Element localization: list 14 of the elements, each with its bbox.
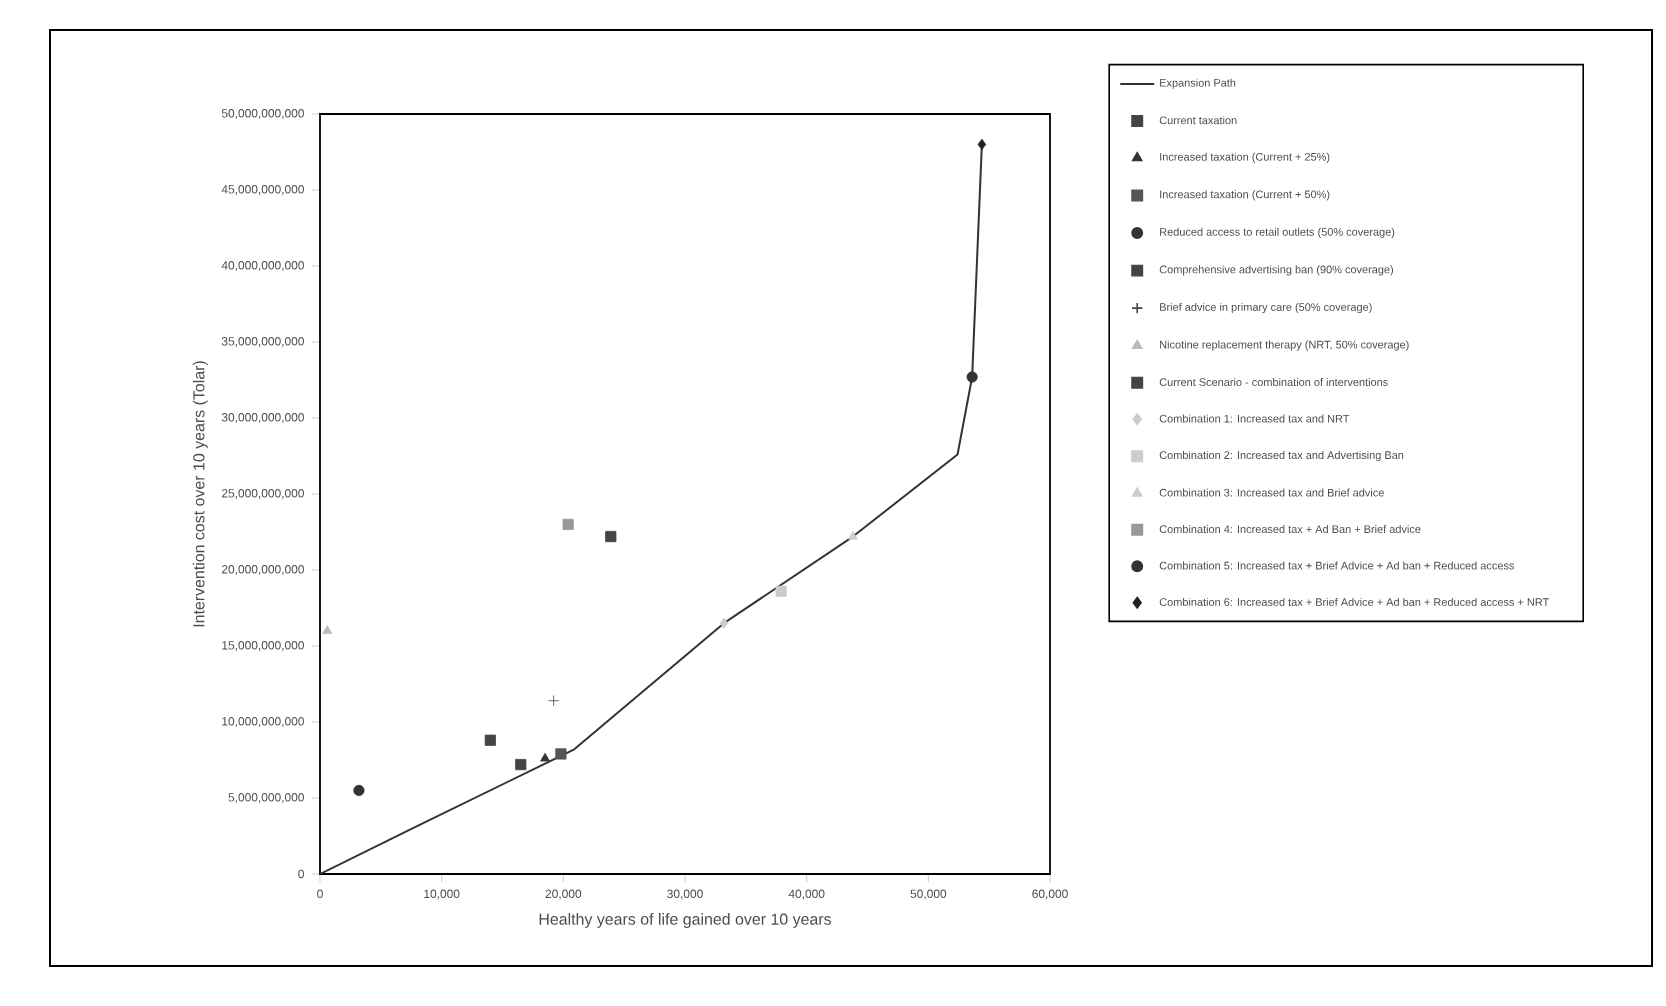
point (966, 371, 978, 383)
point (353, 784, 365, 796)
point (484, 734, 496, 746)
point (605, 530, 617, 543)
point (548, 695, 560, 707)
point (719, 617, 729, 629)
point (555, 748, 567, 760)
point (848, 530, 858, 540)
point (562, 518, 574, 530)
point (775, 585, 787, 597)
point (540, 752, 550, 762)
point (322, 625, 333, 634)
point (515, 758, 527, 771)
point (977, 138, 987, 150)
